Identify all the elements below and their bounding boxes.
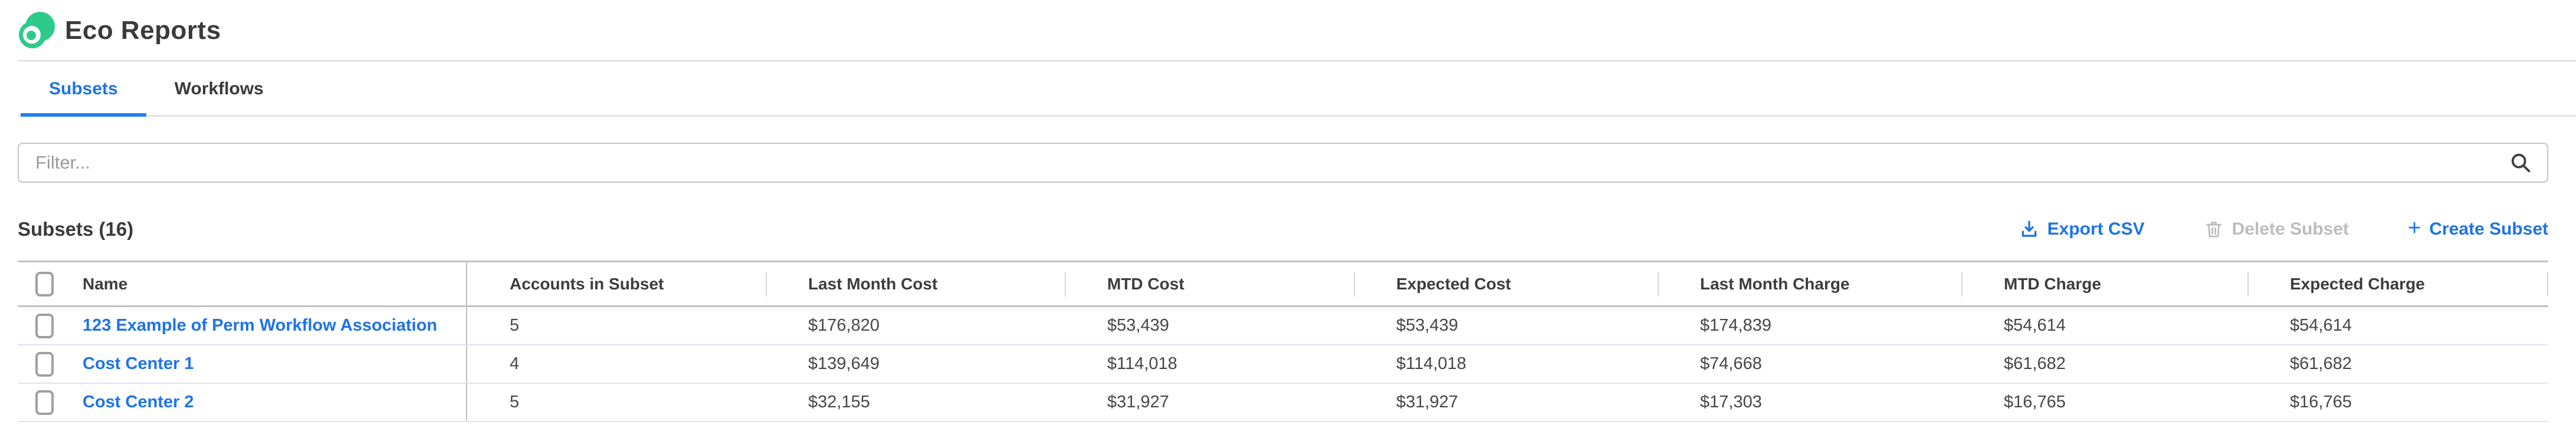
row-select-cell	[18, 345, 71, 383]
cell-accounts: 4	[466, 345, 766, 383]
cell-expected-cost: $114,018	[1396, 354, 1466, 373]
cell-mtd-cost: $53,439	[1107, 316, 1169, 335]
subset-name-link[interactable]: Cost Center 1	[83, 354, 194, 373]
cell-last-month-cost: $176,820	[808, 316, 880, 335]
row-checkbox[interactable]	[35, 351, 54, 377]
column-header-name: Name	[83, 274, 128, 293]
row-select-cell	[18, 384, 71, 421]
select-all-checkbox[interactable]	[35, 271, 54, 296]
plus-icon: +	[2408, 216, 2421, 240]
cell-last-month-charge: $174,839	[1700, 316, 1771, 335]
delete-subset-button[interactable]: Delete Subset	[2204, 219, 2349, 239]
export-csv-button[interactable]: Export CSV	[2019, 219, 2145, 239]
cell-expected-charge: $54,614	[2290, 316, 2352, 335]
cell-last-month-cost: $32,155	[808, 393, 870, 411]
cell-expected-charge: $61,682	[2290, 354, 2352, 373]
eco-logo-icon	[19, 12, 55, 48]
section-header: Subsets (16) Export CSV Delete Subset	[18, 212, 2548, 246]
column-header-last-month-charge: Last Month Charge	[1658, 262, 1961, 305]
cell-mtd-charge: $54,614	[2004, 316, 2066, 335]
main-content: Subsets (16) Export CSV Delete Subset	[18, 143, 2548, 422]
cell-name: 123 Example of Perm Workflow Association	[71, 307, 466, 344]
cell-expected-cost: $53,439	[1396, 316, 1458, 335]
cell-mtd-cost: $31,927	[1107, 393, 1169, 411]
tab-subsets[interactable]: Subsets	[21, 61, 146, 117]
table-row: 123 Example of Perm Workflow Association…	[18, 307, 2548, 345]
column-header-last-month-cost: Last Month Cost	[766, 262, 1065, 305]
delete-subset-label: Delete Subset	[2232, 219, 2349, 239]
search-icon	[2511, 153, 2531, 173]
cell-last-month-charge: $74,668	[1700, 354, 1762, 373]
select-all-cell	[18, 262, 71, 305]
filter-input[interactable]	[18, 143, 2548, 183]
tab-subsets-label: Subsets	[49, 79, 118, 98]
filter-container	[18, 143, 2548, 183]
tab-workflows-label: Workflows	[174, 79, 264, 98]
cell-name: Cost Center 2	[71, 384, 466, 421]
action-buttons: Export CSV Delete Subset + Create Subset	[2019, 216, 2548, 240]
cell-expected-cost: $31,927	[1396, 393, 1458, 411]
column-header-expected-charge: Expected Charge	[2247, 262, 2548, 305]
export-csv-label: Export CSV	[2047, 219, 2145, 239]
column-header-expected-cost: Expected Cost	[1354, 262, 1658, 305]
cell-accounts: 5	[466, 307, 766, 344]
tab-workflows[interactable]: Workflows	[146, 61, 292, 117]
cell-mtd-charge: $61,682	[2004, 354, 2066, 373]
cell-accounts: 5	[466, 384, 766, 421]
column-header-mtd-charge: MTD Charge	[1961, 262, 2247, 305]
row-checkbox[interactable]	[35, 390, 54, 415]
cell-mtd-cost: $114,018	[1107, 354, 1177, 373]
cell-mtd-charge: $16,765	[2004, 393, 2066, 411]
page-title: Eco Reports	[65, 16, 221, 45]
subsets-table: Name Accounts in Subset Last Month Cost …	[18, 261, 2548, 422]
cell-name: Cost Center 1	[71, 345, 466, 383]
cell-last-month-cost: $139,649	[808, 354, 880, 373]
tab-bar: Subsets Workflows	[0, 61, 2576, 117]
row-checkbox[interactable]	[35, 313, 54, 338]
cell-last-month-charge: $17,303	[1700, 393, 1762, 411]
table-row: Cost Center 1 4 $139,649 $114,018 $114,0…	[18, 345, 2548, 384]
create-subset-label: Create Subset	[2429, 219, 2548, 239]
row-select-cell	[18, 307, 71, 344]
table-header-row: Name Accounts in Subset Last Month Cost …	[18, 262, 2548, 307]
cell-expected-charge: $16,765	[2290, 393, 2352, 411]
trash-icon	[2206, 222, 2221, 238]
section-title: Subsets (16)	[18, 218, 134, 240]
create-subset-button[interactable]: + Create Subset	[2408, 216, 2548, 240]
download-icon	[2022, 220, 2036, 237]
subset-name-link[interactable]: Cost Center 2	[83, 393, 194, 411]
table-row: Cost Center 2 5 $32,155 $31,927 $31,927 …	[18, 384, 2548, 422]
subset-name-link[interactable]: 123 Example of Perm Workflow Association	[83, 316, 438, 335]
app-header: Eco Reports	[0, 0, 2576, 61]
column-header-mtd-cost: MTD Cost	[1065, 262, 1354, 305]
column-header-accounts: Accounts in Subset	[466, 262, 766, 305]
